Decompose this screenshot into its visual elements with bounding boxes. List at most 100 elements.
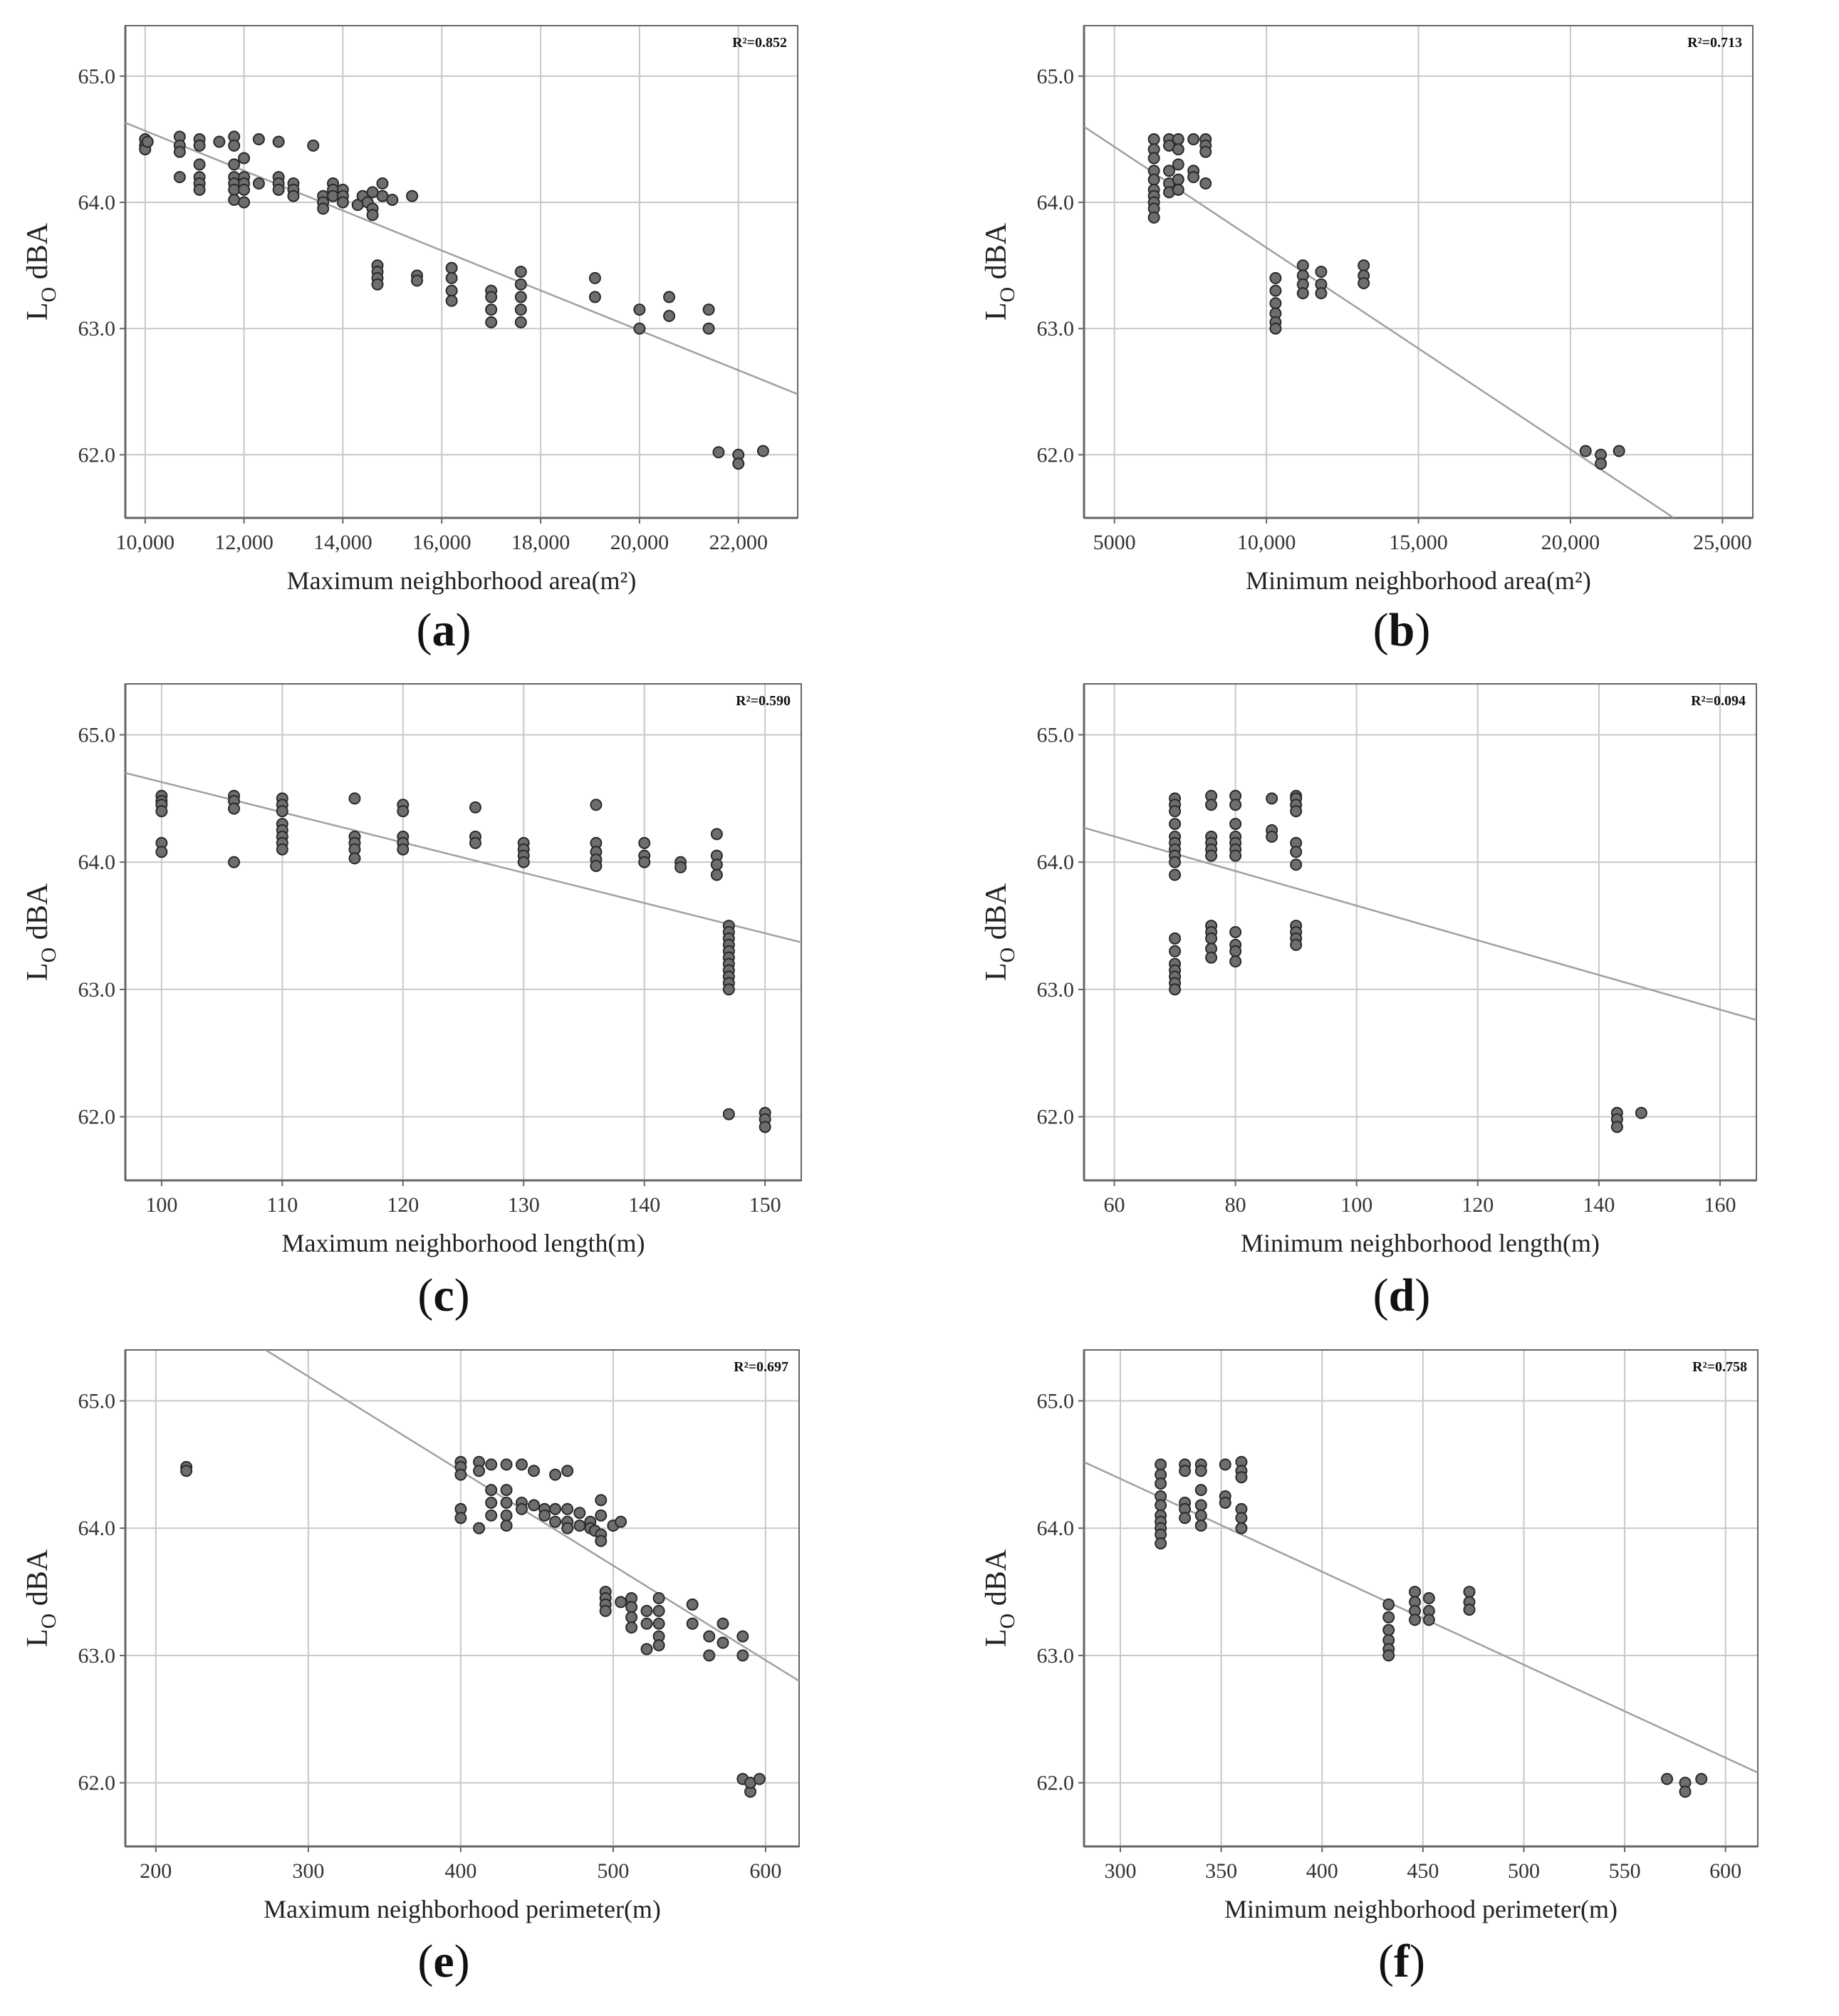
data-point [528,1465,541,1477]
x-tick-label: 200 [140,1859,172,1883]
data-point [1463,1604,1476,1616]
data-point [652,1639,665,1652]
data-point [1169,856,1182,868]
data-point [1229,849,1242,862]
y-axis-title-subscript: O [996,1614,1019,1629]
data-point [348,792,361,805]
panel-d: 60 80 100 120 140 160 62.0 63.0 64.0 65.0 R²=0.094… [980,683,1757,1321]
data-point [753,1772,766,1785]
data-point [1194,1484,1207,1497]
data-point [1169,868,1182,881]
x-tick-label: 160 [1704,1193,1736,1217]
data-point [1187,133,1200,145]
data-point [445,284,458,297]
panel-caption: (c) [417,1269,469,1321]
data-point [1661,1772,1674,1785]
data-point [397,805,410,818]
data-point [1147,211,1160,224]
data-point [514,266,527,278]
panel-e: 200 300 400 500 600 62.0 63.0 64.0 65.0 R²=0.697 M… [21,1349,800,1988]
data-point [1205,951,1218,964]
y-tick-label: 65.0 [78,1389,116,1413]
data-point [485,316,498,328]
panel-caption-open: ( [1378,1936,1394,1988]
y-axis-title-main: L [980,302,1013,321]
data-point [517,856,530,868]
data-point [1266,792,1278,805]
data-point [663,310,676,323]
data-point [1269,271,1282,284]
data-point [1229,955,1242,968]
data-point [514,291,527,303]
y-tick-label: 65.0 [1037,1389,1075,1413]
y-tick-label: 63.0 [78,978,116,1002]
data-point [500,1458,513,1471]
data-point [1172,158,1184,171]
data-point [736,1649,749,1662]
x-axis-title: Maximum neighborhood area(m²) [287,566,637,595]
fit-line [1084,826,1756,1022]
data-point [1229,818,1242,831]
data-point [1199,177,1212,189]
data-point [1463,1586,1476,1599]
data-point [515,1458,528,1471]
panel-caption-letter: c [433,1269,454,1321]
data-point [1147,173,1160,186]
data-point [1679,1785,1692,1798]
data-point [1610,1121,1623,1133]
panel-caption: (a) [417,604,472,656]
data-point [445,294,458,307]
data-point [1147,133,1160,145]
panel-caption-close: ) [1415,604,1430,656]
panel-c: 100 110 120 130 140 150 62.0 63.0 64.0 65.0 R²=0.5… [21,683,802,1321]
data-point [756,445,769,457]
y-axis-title-unit: dBA [980,883,1013,947]
data-point [1290,938,1303,951]
panel-caption-open: ( [417,604,432,656]
x-tick-label: 80 [1225,1193,1246,1217]
data-point [595,1509,608,1522]
x-tick-label: 10,000 [1237,531,1296,554]
data-point [276,805,288,818]
x-tick-label: 14,000 [313,531,373,554]
panel-a: 10,000 12,000 14,000 16,000 18,000 20,000 22,0… [21,25,798,656]
data-point [1179,1465,1192,1477]
y-tick-label: 62.0 [1037,443,1075,467]
data-point [228,856,241,868]
y-axis-title: LO dBA [21,222,61,321]
data-point [1290,846,1303,858]
data-point [1358,259,1370,272]
r2-label: R²=0.094 [1691,693,1746,709]
panel-caption-close: ) [454,1936,470,1988]
data-point [193,139,206,152]
r2-label: R²=0.852 [732,35,787,51]
data-point [1290,805,1303,818]
data-point [1194,1465,1207,1477]
data-point [1147,152,1160,165]
x-tick-label: 140 [628,1193,660,1217]
r2-label: R²=0.713 [1687,35,1742,51]
data-point [1269,322,1282,335]
data-point [386,194,399,207]
data-point [500,1496,513,1509]
y-tick-label: 63.0 [78,1644,116,1668]
data-point [473,1522,486,1534]
data-point [445,271,458,284]
data-point [686,1598,699,1611]
data-point [228,158,241,171]
data-point [238,152,251,165]
data-point [663,291,676,303]
y-tick-label: 64.0 [1037,191,1075,214]
data-point [1205,932,1218,945]
data-point [1695,1772,1708,1785]
data-point [1579,445,1592,457]
data-point [652,1617,665,1630]
panel-caption-open: ( [1373,1269,1389,1321]
data-point [155,805,168,818]
data-point [561,1465,574,1477]
data-point [514,303,527,316]
data-point [500,1484,513,1497]
data-point [561,1522,574,1534]
data-point [1315,287,1328,300]
data-point [1194,1509,1207,1522]
